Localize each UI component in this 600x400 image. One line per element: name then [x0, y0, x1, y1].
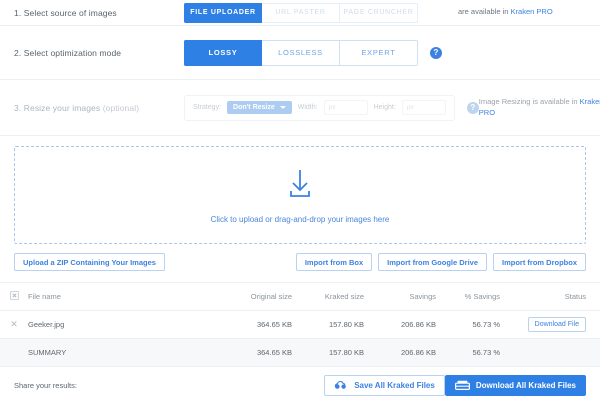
step-1-number: 1. — [14, 7, 22, 18]
strategy-label: Strategy: — [193, 104, 222, 111]
cell-file-name: Geeker.jpg — [28, 320, 65, 329]
save-all-kraked-files-button[interactable]: Save All Kraked Files — [324, 375, 445, 396]
upload-dropzone[interactable]: Click to upload or drag-and-drop your im… — [14, 146, 586, 244]
download-arrow-icon — [283, 166, 317, 205]
download-box-icon — [454, 380, 470, 392]
col-status: Status — [514, 282, 600, 311]
download-file-button[interactable]: Download File — [527, 317, 586, 332]
resize-pro-note-text: Image Resizing is available in — [478, 96, 580, 106]
source-tabs-container: FILE UPLOADER URL PASTER PAGE CRUNCHER — [184, 2, 458, 23]
footer-bar: Share your results: Save All Kraked File… — [0, 367, 600, 396]
table-row-summary: SUMMARY 364.65 KB 157.80 KB 206.86 KB 56… — [0, 338, 600, 367]
summary-percent-savings: 56.73 % — [472, 348, 500, 357]
cell-status: Download File — [514, 311, 600, 339]
select-all-checkbox[interactable] — [9, 291, 19, 300]
dropzone-wrapper: Click to upload or drag-and-drop your im… — [0, 136, 600, 244]
chevron-down-icon — [279, 106, 286, 109]
row-remove-cell: ✕ — [0, 311, 28, 339]
step-2-label: 2. Select optimization mode — [14, 48, 184, 58]
table-header-row: File name Original size Kraked size Savi… — [0, 282, 600, 311]
upload-zip-button[interactable]: Upload a ZIP Containing Your Images — [14, 253, 165, 271]
tab-file-uploader[interactable]: FILE UPLOADER — [184, 2, 262, 23]
tab-url-paster[interactable]: URL PASTER — [262, 2, 340, 23]
dropzone-label: Click to upload or drag-and-drop your im… — [210, 215, 390, 224]
step-1-label: 1. Select source of images — [14, 8, 184, 18]
cell-kraked-size: 157.80 KB — [328, 320, 364, 329]
step-3-number: 3. — [14, 102, 22, 113]
results-table-head: File name Original size Kraked size Savi… — [0, 282, 600, 311]
summary-label: SUMMARY — [28, 348, 67, 357]
step-2-text: Select optimization mode — [23, 47, 122, 58]
cell-percent-savings: 56.73 % — [472, 320, 500, 329]
cell-original-size: 364.65 KB — [256, 320, 292, 329]
source-pro-note-text: are available in — [458, 7, 511, 17]
help-icon-mode[interactable]: ? — [430, 46, 442, 59]
source-segmented-control: FILE UPLOADER URL PASTER PAGE CRUNCHER — [184, 2, 418, 23]
table-row: ✕ Geeker.jpg 364.65 KB 157.80 KB 206.86 … — [0, 311, 600, 339]
download-all-kraked-files-button[interactable]: Download All Kraked Files — [444, 375, 586, 396]
height-input[interactable] — [401, 100, 446, 115]
tab-expert[interactable]: EXPERT — [340, 39, 418, 66]
step-3-text: Resize your images — [23, 102, 101, 113]
tab-page-cruncher[interactable]: PAGE CRUNCHER — [340, 2, 418, 23]
source-pro-note: are available in Kraken PRO — [458, 7, 586, 18]
resize-pro-note: Image Resizing is available in Kraken PR… — [479, 97, 600, 119]
tab-lossless[interactable]: LOSSLESS — [262, 39, 340, 66]
width-input[interactable] — [323, 100, 368, 115]
cloud-save-icon — [334, 380, 348, 391]
summary-status — [514, 339, 600, 367]
col-savings: Savings — [370, 282, 442, 311]
step-row-mode: 2. Select optimization mode LOSSY LOSSLE… — [0, 26, 600, 80]
summary-savings: 206.86 KB — [400, 348, 436, 357]
width-label: Width: — [297, 104, 318, 111]
step-3-label: 3. Resize your images (optional) — [14, 103, 184, 113]
import-from-box-button[interactable]: Import from Box — [295, 253, 373, 271]
col-kraked-size: Kraked size — [298, 282, 370, 311]
kraken-pro-link-resize[interactable]: Kraken PRO — [478, 96, 600, 117]
mode-tabs-container: LOSSY LOSSLESS EXPERT ? — [184, 39, 458, 66]
resize-controls-container: Strategy: Don't Resize Width: Height: ? — [184, 94, 479, 121]
step-row-source: 1. Select source of images FILE UPLOADER… — [0, 0, 600, 26]
col-file-name: File name — [28, 282, 226, 311]
resize-control-box: Strategy: Don't Resize Width: Height: — [184, 94, 455, 121]
results-table: File name Original size Kraked size Savi… — [0, 282, 600, 367]
kraken-pro-link-source[interactable]: Kraken PRO — [510, 7, 553, 17]
step-2-number: 2. — [14, 47, 22, 58]
summary-kraked-size: 157.80 KB — [328, 348, 364, 357]
import-buttons-row: Upload a ZIP Containing Your Images Impo… — [0, 244, 600, 271]
download-all-label: Download All Kraked Files — [475, 381, 576, 390]
strategy-select-value: Don't Resize — [233, 104, 275, 111]
step-1-text: Select source of images — [23, 7, 117, 18]
import-from-dropbox-button[interactable]: Import from Dropbox — [493, 253, 586, 271]
col-percent-savings: % Savings — [442, 282, 514, 311]
strategy-select[interactable]: Don't Resize — [227, 101, 292, 114]
select-all-cell — [0, 282, 28, 311]
col-original-size: Original size — [226, 282, 298, 311]
tab-lossy[interactable]: LOSSY — [184, 39, 262, 66]
step-3-optional: (optional) — [102, 102, 140, 113]
save-all-label: Save All Kraked Files — [354, 381, 435, 390]
mode-segmented-control: LOSSY LOSSLESS EXPERT — [184, 39, 418, 66]
remove-row-icon[interactable]: ✕ — [10, 319, 18, 329]
share-results-label: Share your results: — [14, 381, 77, 390]
help-icon-resize[interactable]: ? — [466, 101, 479, 114]
results-table-body: ✕ Geeker.jpg 364.65 KB 157.80 KB 206.86 … — [0, 311, 600, 367]
height-label: Height: — [373, 104, 396, 111]
import-from-google-drive-button[interactable]: Import from Google Drive — [378, 253, 487, 271]
summary-blank-cell — [0, 339, 28, 367]
step-row-resize: 3. Resize your images (optional) Strateg… — [0, 80, 600, 136]
cell-savings: 206.86 KB — [400, 320, 436, 329]
summary-original-size: 364.65 KB — [256, 348, 292, 357]
